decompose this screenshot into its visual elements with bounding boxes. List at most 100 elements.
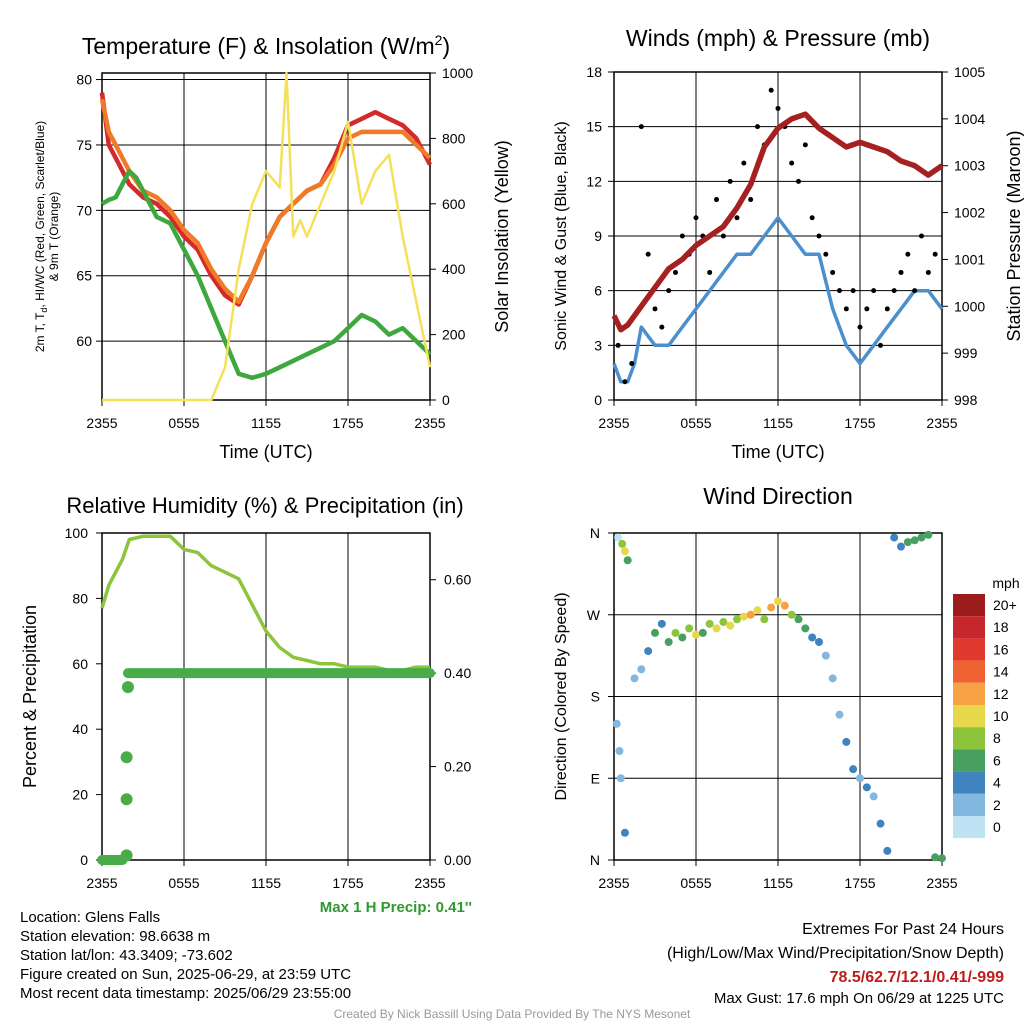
wind-direction-point [794, 615, 803, 624]
y-tick-label-right: 1003 [954, 158, 985, 174]
legend-swatch [953, 660, 985, 683]
wind-direction-point [828, 674, 837, 683]
gust-point [802, 142, 808, 148]
y-axis-label-left: 2m T, Td, HI/WC (Red, Green, Scarlet/Blu… [33, 121, 49, 352]
x-tick-label: 2355 [86, 875, 117, 891]
gust-point [638, 124, 644, 130]
y-tick-label-right: 998 [954, 392, 978, 408]
legend-title: mph [992, 575, 1019, 591]
wind-direction-point [685, 624, 694, 633]
gust-point [679, 233, 685, 239]
x-tick-label: 2355 [86, 415, 117, 431]
y-tick-label-right: 0 [442, 392, 450, 408]
y-tick-label-right: 1004 [954, 111, 985, 127]
wind-direction-point [671, 628, 680, 637]
y-axis-label-left: Percent & Precipitation [20, 605, 40, 788]
gust-point [714, 197, 719, 203]
x-tick-label: 1155 [763, 415, 793, 431]
wind-direction-point [651, 628, 659, 637]
legend-swatch [953, 705, 985, 728]
created-text: Figure created on Sun, 2025-06-29, at 23… [20, 966, 352, 983]
x-tick-label: 2355 [926, 415, 957, 431]
gust-point [693, 215, 699, 221]
legend-swatch [953, 594, 985, 617]
y-tick-label-right: 1000 [954, 298, 985, 314]
temp-series-3 [102, 71, 432, 402]
y-tick-label-left: 15 [586, 119, 602, 135]
legend-swatch [953, 682, 985, 705]
wind-direction-point [760, 615, 769, 624]
y-tick-label-left: 70 [76, 202, 92, 218]
gust-point [857, 324, 863, 330]
wind-direction-point [618, 539, 627, 548]
gust-point [673, 269, 678, 275]
gust-point [768, 87, 774, 93]
legend-label: 10 [993, 708, 1009, 724]
y-tick-label-right: 800 [442, 130, 466, 146]
legend-label: 6 [993, 752, 1001, 768]
y-tick-label-right: 0.20 [444, 759, 471, 775]
gust-point [898, 269, 904, 275]
legend-label: 2 [993, 797, 1001, 813]
wind-direction-point [931, 853, 940, 862]
gust-point [932, 251, 938, 257]
wind-direction-point [842, 737, 851, 746]
legend-label: 18 [993, 619, 1009, 635]
wind-direction-point [883, 846, 892, 855]
chart-title-temperature: Temperature (F) & Insolation (W/m2) [82, 32, 450, 59]
wind-direction-point [726, 621, 735, 630]
x-axis-label: Time (UTC) [219, 442, 312, 462]
wind-direction-point [612, 719, 621, 728]
y-tick-label-left: S [591, 689, 600, 705]
extremes-subtitle: (High/Low/Max Wind/Precipitation/Snow De… [666, 945, 1004, 962]
legend-label: 8 [993, 730, 1001, 746]
extremes-gust: Max Gust: 17.6 mph On 06/29 at 1225 UTC [713, 990, 1004, 1007]
recent-text: Most recent data timestamp: 2025/06/29 2… [20, 985, 352, 1002]
latlon-text: Station lat/lon: 43.3409; -73.602 [20, 947, 233, 964]
gust-point [645, 251, 651, 257]
y-tick-label-right: 200 [442, 327, 466, 343]
wind-direction-point [924, 530, 933, 539]
wind-direction-point [835, 710, 844, 719]
y-axis-label-left: Sonic Wind & Gust (Blue, Black) [553, 121, 570, 350]
wind-direction-point [637, 665, 646, 674]
gust-point [919, 233, 924, 239]
wind-direction-point [910, 536, 919, 545]
x-tick-label: 1755 [844, 875, 875, 891]
wind-direction-point [876, 819, 885, 828]
wind-direction-point [733, 615, 741, 624]
y-tick-label-left: 3 [594, 337, 602, 353]
y-tick-label-left: 12 [586, 173, 602, 189]
location-text: Location: Glens Falls [20, 909, 161, 926]
gust-point [884, 306, 890, 312]
y-tick-label-right: 1001 [954, 251, 985, 267]
legend-label: 12 [993, 686, 1009, 702]
x-tick-label: 1155 [251, 415, 281, 431]
wind-direction-point [753, 606, 762, 615]
gust-point [755, 124, 760, 130]
credit-text: Created By Nick Bassill Using Data Provi… [333, 1007, 691, 1021]
legend-swatch [953, 771, 985, 794]
wind-direction-point [657, 619, 666, 628]
wind-direction-point [712, 624, 721, 633]
gust-point [659, 324, 665, 330]
y-tick-label-left: 65 [76, 268, 92, 284]
y-tick-label-left: 18 [586, 64, 602, 80]
gust-point [796, 178, 801, 184]
wind-direction-point [620, 547, 629, 556]
legend-label: 14 [993, 664, 1009, 680]
gust-point [809, 215, 815, 221]
y-tick-label-right: 0.40 [444, 665, 471, 681]
gust-point [850, 288, 856, 294]
y-tick-label-left: 9 [594, 228, 602, 244]
wind-direction-point [698, 628, 707, 637]
gust-point [912, 288, 918, 294]
y-tick-label-right: 600 [442, 196, 466, 212]
precip-point [120, 751, 133, 764]
gust-point [720, 233, 726, 239]
wind-direction-point [808, 633, 817, 642]
gust-point [652, 306, 658, 312]
legend-swatch [953, 816, 985, 839]
wind-direction-point [862, 783, 871, 792]
